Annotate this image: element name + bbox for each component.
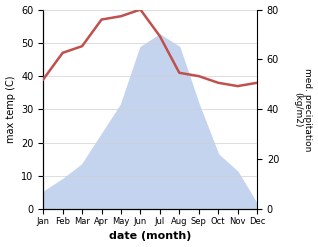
X-axis label: date (month): date (month): [109, 231, 191, 242]
Y-axis label: max temp (C): max temp (C): [5, 76, 16, 143]
Y-axis label: med. precipitation
(kg/m2): med. precipitation (kg/m2): [293, 68, 313, 151]
